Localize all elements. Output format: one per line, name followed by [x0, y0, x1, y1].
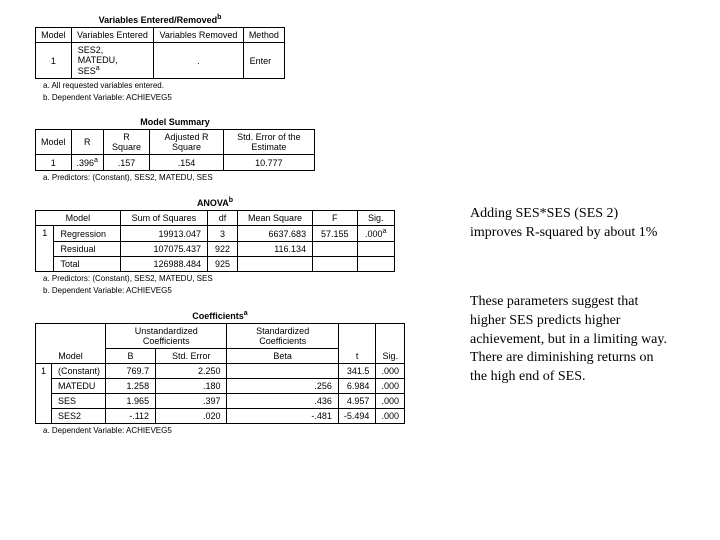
col-model: Model: [36, 28, 72, 43]
cell: -.481: [227, 409, 338, 424]
col: Beta: [227, 349, 338, 364]
cell: 126988.484: [120, 257, 207, 272]
cell: 10.777: [223, 155, 314, 171]
anova-title: ANOVAb: [35, 197, 395, 208]
footnote: a. Dependent Variable: ACHIEVEG5: [43, 426, 415, 436]
cell: 6.984: [338, 379, 376, 394]
cell: 4.957: [338, 394, 376, 409]
anova-table: Model Sum of Squares df Mean Square F Si…: [35, 210, 395, 272]
cell: .000: [376, 394, 405, 409]
cell: [357, 242, 394, 257]
col: Sum of Squares: [120, 211, 207, 226]
cell: 1: [36, 43, 72, 79]
cell: .180: [156, 379, 227, 394]
cell: .000: [376, 364, 405, 379]
col: Model: [36, 130, 72, 155]
cell: [238, 257, 313, 272]
coefficients-table: Model Unstandardized Coefficients Standa…: [35, 323, 405, 424]
cell: 107075.437: [120, 242, 207, 257]
cell: SES2,MATEDU,SESa: [71, 43, 153, 79]
cell: .256: [227, 379, 338, 394]
cell: .000a: [357, 226, 394, 242]
cell: .000: [376, 409, 405, 424]
annotations: Adding SES*SES (SES 2) improves R-square…: [470, 205, 670, 387]
model-summary-section: Model Summary Model R R Square Adjusted …: [35, 117, 415, 183]
annotation-rsquared: Adding SES*SES (SES 2) improves R-square…: [470, 205, 670, 243]
cell: 2.250: [156, 364, 227, 379]
col: R: [71, 130, 103, 155]
cell: (Constant): [52, 364, 106, 379]
col: Sig.: [376, 324, 405, 364]
col-entered: Variables Entered: [71, 28, 153, 43]
cell: .020: [156, 409, 227, 424]
cell: [313, 257, 357, 272]
cell: SES: [52, 394, 106, 409]
cell: [313, 242, 357, 257]
cell: .000: [376, 379, 405, 394]
cell: 3: [208, 226, 238, 242]
variables-title: Variables Entered/Removedb: [35, 14, 285, 25]
footnote: a. Predictors: (Constant), SES2, MATEDU,…: [43, 173, 415, 183]
col: t: [338, 324, 376, 364]
cell: 1: [36, 364, 52, 424]
cell: .397: [156, 394, 227, 409]
variables-table: Model Variables Entered Variables Remove…: [35, 27, 285, 79]
cell: .154: [150, 155, 224, 171]
cell: 1: [36, 155, 72, 171]
col: Std. Error of the Estimate: [223, 130, 314, 155]
cell: Regression: [54, 226, 120, 242]
footnote: b. Dependent Variable: ACHIEVEG5: [43, 286, 415, 296]
col: Adjusted R Square: [150, 130, 224, 155]
cell: [357, 257, 394, 272]
col: Std. Error: [156, 349, 227, 364]
cell: Enter: [243, 43, 284, 79]
anova-section: ANOVAb Model Sum of Squares df Mean Squa…: [35, 197, 415, 296]
cell: 1.258: [106, 379, 156, 394]
col: R Square: [103, 130, 149, 155]
footnote: a. All requested variables entered.: [43, 81, 415, 91]
col: df: [208, 211, 238, 226]
col: F: [313, 211, 357, 226]
footnote: a. Predictors: (Constant), SES2, MATEDU,…: [43, 274, 415, 284]
cell: -.112: [106, 409, 156, 424]
cell: .396a: [71, 155, 103, 171]
cell: 1.965: [106, 394, 156, 409]
model-summary-table: Model R R Square Adjusted R Square Std. …: [35, 129, 315, 171]
cell: 925: [208, 257, 238, 272]
cell: MATEDU: [52, 379, 106, 394]
col-method: Method: [243, 28, 284, 43]
cell: 57.155: [313, 226, 357, 242]
col: Model: [36, 324, 106, 364]
col: Standardized Coefficients: [227, 324, 338, 349]
cell: SES2: [52, 409, 106, 424]
col: Mean Square: [238, 211, 313, 226]
annotation-parameters: These parameters suggest that higher SES…: [470, 293, 670, 387]
cell: 19913.047: [120, 226, 207, 242]
col: B: [106, 349, 156, 364]
cell: 6637.683: [238, 226, 313, 242]
model-summary-title: Model Summary: [35, 117, 315, 127]
cell: 1: [36, 226, 54, 272]
variables-table-section: Variables Entered/Removedb Model Variabl…: [35, 14, 415, 103]
cell: 116.134: [238, 242, 313, 257]
col: Model: [36, 211, 121, 226]
cell: 341.5: [338, 364, 376, 379]
cell: .157: [103, 155, 149, 171]
cell: [227, 364, 338, 379]
col-removed: Variables Removed: [154, 28, 243, 43]
coefficients-title: Coefficientsa: [35, 310, 405, 321]
cell: Residual: [54, 242, 120, 257]
cell: .: [154, 43, 243, 79]
col: Sig.: [357, 211, 394, 226]
cell: .436: [227, 394, 338, 409]
col: Unstandardized Coefficients: [106, 324, 227, 349]
footnote: b. Dependent Variable: ACHIEVEG5: [43, 93, 415, 103]
coefficients-section: Coefficientsa Model Unstandardized Coeff…: [35, 310, 415, 436]
cell: 922: [208, 242, 238, 257]
cell: -5.494: [338, 409, 376, 424]
cell: 769.7: [106, 364, 156, 379]
cell: Total: [54, 257, 120, 272]
